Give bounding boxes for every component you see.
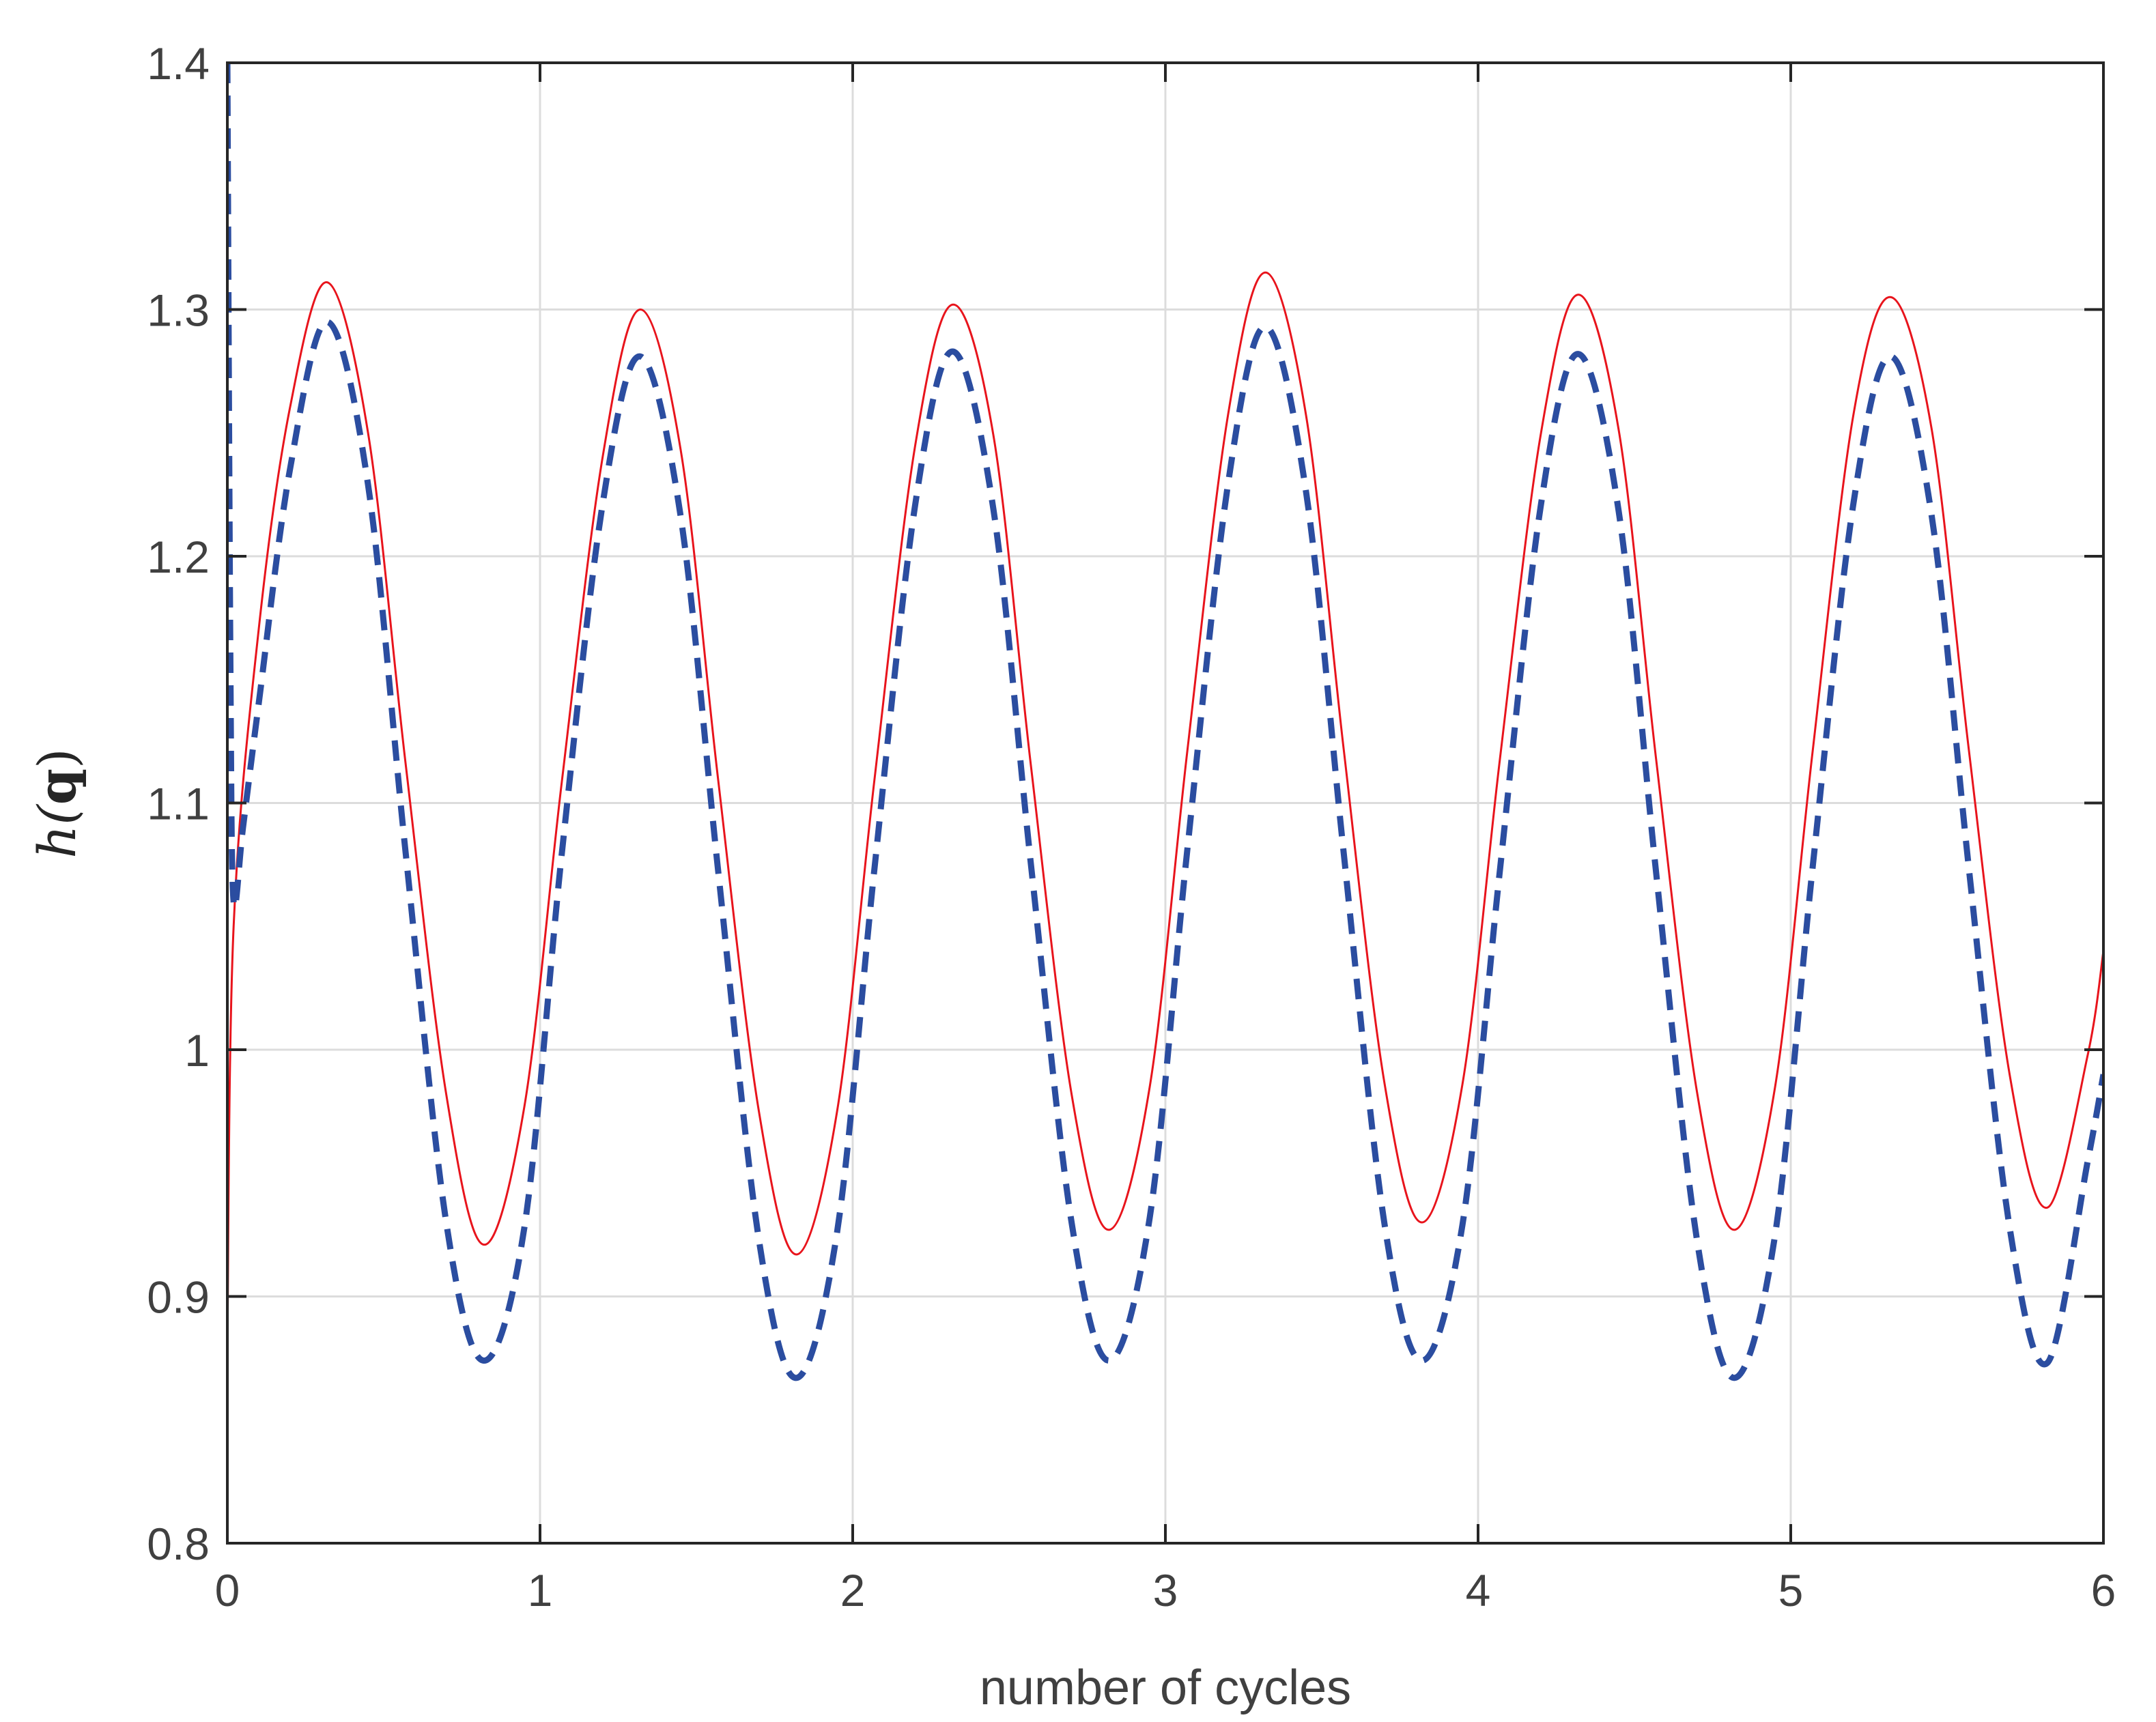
x-tick-label: 4: [1466, 1565, 1491, 1616]
y-tick-label: 1.3: [147, 285, 210, 336]
y-tick-label: 1: [184, 1025, 210, 1076]
x-tick-label: 5: [1778, 1565, 1804, 1616]
y-tick-label: 1.4: [147, 38, 210, 89]
y-axis-label: h(q): [27, 748, 87, 858]
y-tick-label: 1.2: [147, 532, 210, 582]
x-tick-label: 1: [528, 1565, 553, 1616]
x-axis-label: number of cycles: [980, 1661, 1351, 1715]
x-tick-label: 2: [840, 1565, 866, 1616]
x-tick-label: 6: [2091, 1565, 2116, 1616]
y-tick-label: 0.8: [147, 1519, 210, 1569]
x-tick-label: 0: [215, 1565, 240, 1616]
y-tick-label: 0.9: [147, 1272, 210, 1323]
x-tick-label: 3: [1153, 1565, 1178, 1616]
y-tick-label: 1.1: [147, 779, 210, 829]
